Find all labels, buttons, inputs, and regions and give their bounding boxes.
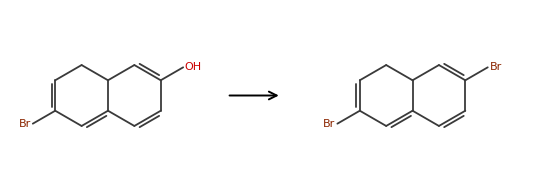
Text: Br: Br: [490, 62, 502, 72]
Text: Br: Br: [18, 119, 31, 129]
Text: Br: Br: [323, 119, 335, 129]
Text: OH: OH: [185, 62, 202, 72]
